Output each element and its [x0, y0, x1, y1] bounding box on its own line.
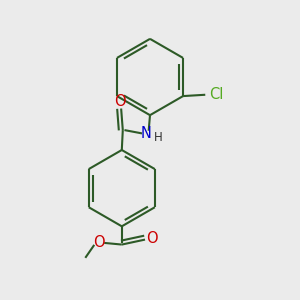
Text: Cl: Cl	[210, 87, 224, 102]
Text: H: H	[154, 131, 163, 144]
Text: O: O	[114, 94, 125, 109]
Text: O: O	[146, 231, 158, 246]
Text: N: N	[141, 126, 152, 141]
Text: O: O	[93, 236, 104, 250]
